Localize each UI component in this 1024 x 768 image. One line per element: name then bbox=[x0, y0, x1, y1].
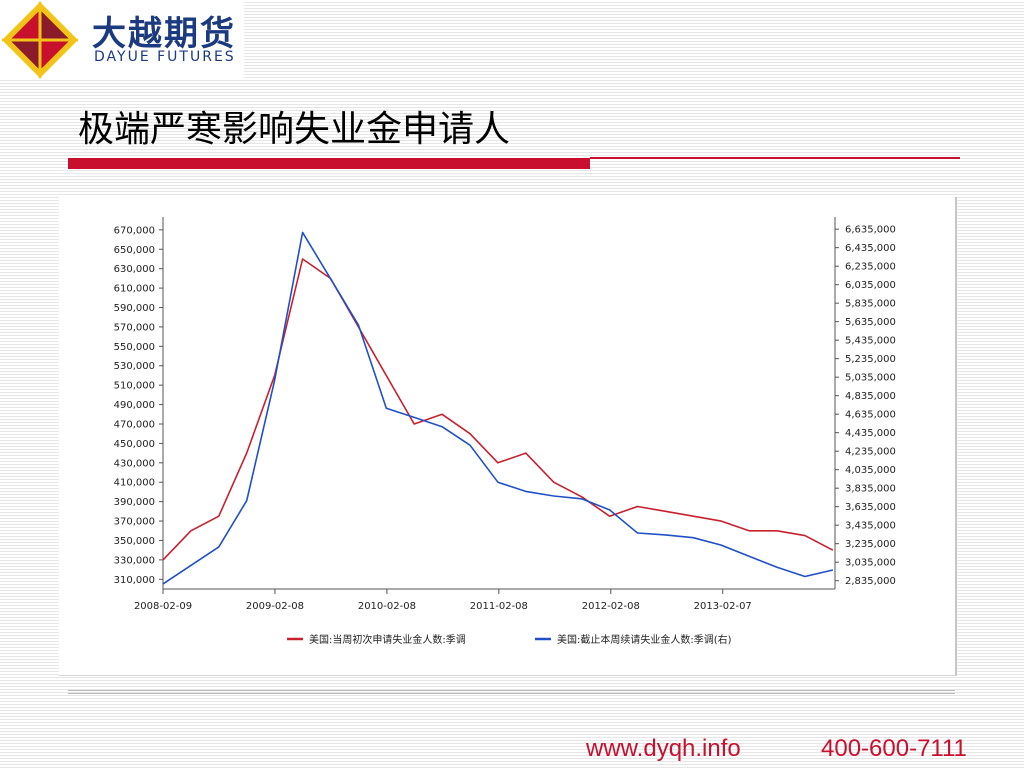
y-tick-label-left: 530,000 bbox=[114, 361, 155, 372]
y-tick-label-left: 630,000 bbox=[114, 264, 155, 275]
footer-rule bbox=[68, 693, 955, 694]
y-tick-label-right: 3,635,000 bbox=[845, 502, 896, 513]
y-tick-label-left: 590,000 bbox=[114, 303, 155, 314]
y-tick-label-left: 450,000 bbox=[114, 439, 155, 450]
y-tick-label-left: 410,000 bbox=[114, 478, 155, 489]
slide-title: 极端严寒影响失业金申请人 bbox=[78, 109, 511, 150]
y-tick-label-left: 610,000 bbox=[114, 284, 155, 295]
y-tick-label-right: 6,635,000 bbox=[845, 225, 896, 236]
y-tick-label-right: 5,435,000 bbox=[845, 336, 896, 347]
y-tick-label-left: 670,000 bbox=[114, 225, 155, 236]
y-tick-label-right: 2,835,000 bbox=[845, 576, 896, 587]
logo: 大越期货 DAYUE FUTURES bbox=[0, 0, 244, 80]
y-tick-label-right: 4,235,000 bbox=[845, 447, 896, 458]
y-tick-label-left: 350,000 bbox=[114, 536, 155, 547]
chart-panel bbox=[59, 197, 957, 676]
y-tick-label-right: 4,635,000 bbox=[845, 410, 896, 421]
y-tick-label-right: 5,835,000 bbox=[845, 299, 896, 310]
y-tick-label-right: 5,635,000 bbox=[845, 317, 896, 328]
footer-phone: 400-600-7111 bbox=[821, 735, 967, 762]
y-tick-label-right: 3,435,000 bbox=[845, 521, 896, 532]
x-tick-label: 2008-02-09 bbox=[134, 601, 192, 612]
line-chart: 670,000 650,000 630,000 610,000 590,000 570,0… bbox=[114, 217, 896, 646]
brand-name-en: DAYUE FUTURES bbox=[94, 49, 236, 65]
y-tick-label-right: 4,435,000 bbox=[845, 428, 896, 439]
y-tick-label-left: 430,000 bbox=[114, 458, 155, 469]
title-underline-bar bbox=[68, 158, 590, 169]
brand-name-cn: 大越期货 bbox=[92, 14, 236, 54]
y-tick-label-right: 4,835,000 bbox=[845, 391, 896, 402]
legend-label-1: 美国:当周初次申请失业金人数:季调 bbox=[309, 633, 466, 646]
logo-diamond-icon bbox=[2, 2, 78, 78]
x-tick-label: 2013-02-07 bbox=[694, 601, 752, 612]
x-tick-label: 2012-02-08 bbox=[582, 601, 640, 612]
y-tick-label-left: 330,000 bbox=[114, 555, 155, 566]
y-tick-label-left: 490,000 bbox=[114, 400, 155, 411]
series-line-1 bbox=[162, 258, 834, 561]
x-tick-label: 2009-02-08 bbox=[246, 601, 304, 612]
series-line-2 bbox=[162, 231, 834, 585]
y-tick-label-left: 310,000 bbox=[114, 575, 155, 586]
y-tick-label-right: 6,435,000 bbox=[845, 243, 896, 254]
y-tick-label-left: 550,000 bbox=[114, 342, 155, 353]
y-tick-label-right: 3,835,000 bbox=[845, 484, 896, 495]
y-tick-label-right: 6,035,000 bbox=[845, 280, 896, 291]
y-tick-label-left: 510,000 bbox=[114, 381, 155, 392]
legend-label-2: 美国:截止本周续请失业金人数:季调(右) bbox=[557, 633, 732, 646]
x-tick-label: 2011-02-08 bbox=[470, 601, 528, 612]
y-tick-label-right: 4,035,000 bbox=[845, 465, 896, 476]
y-tick-label-right: 3,235,000 bbox=[845, 539, 896, 550]
y-tick-label-left: 650,000 bbox=[114, 245, 155, 256]
x-tick-label: 2010-02-08 bbox=[358, 601, 416, 612]
footer-url: www.dyqh.info bbox=[586, 735, 741, 762]
y-tick-label-right: 5,235,000 bbox=[845, 354, 896, 365]
y-tick-label-left: 570,000 bbox=[114, 322, 155, 333]
title-underline-rule bbox=[590, 157, 960, 159]
y-tick-label-left: 390,000 bbox=[114, 497, 155, 508]
y-tick-label-right: 6,235,000 bbox=[845, 262, 896, 273]
y-tick-label-left: 470,000 bbox=[114, 419, 155, 430]
y-tick-label-right: 3,035,000 bbox=[845, 558, 896, 569]
y-tick-label-right: 5,035,000 bbox=[845, 373, 896, 384]
footer-rule bbox=[68, 690, 955, 691]
y-tick-label-left: 370,000 bbox=[114, 517, 155, 528]
